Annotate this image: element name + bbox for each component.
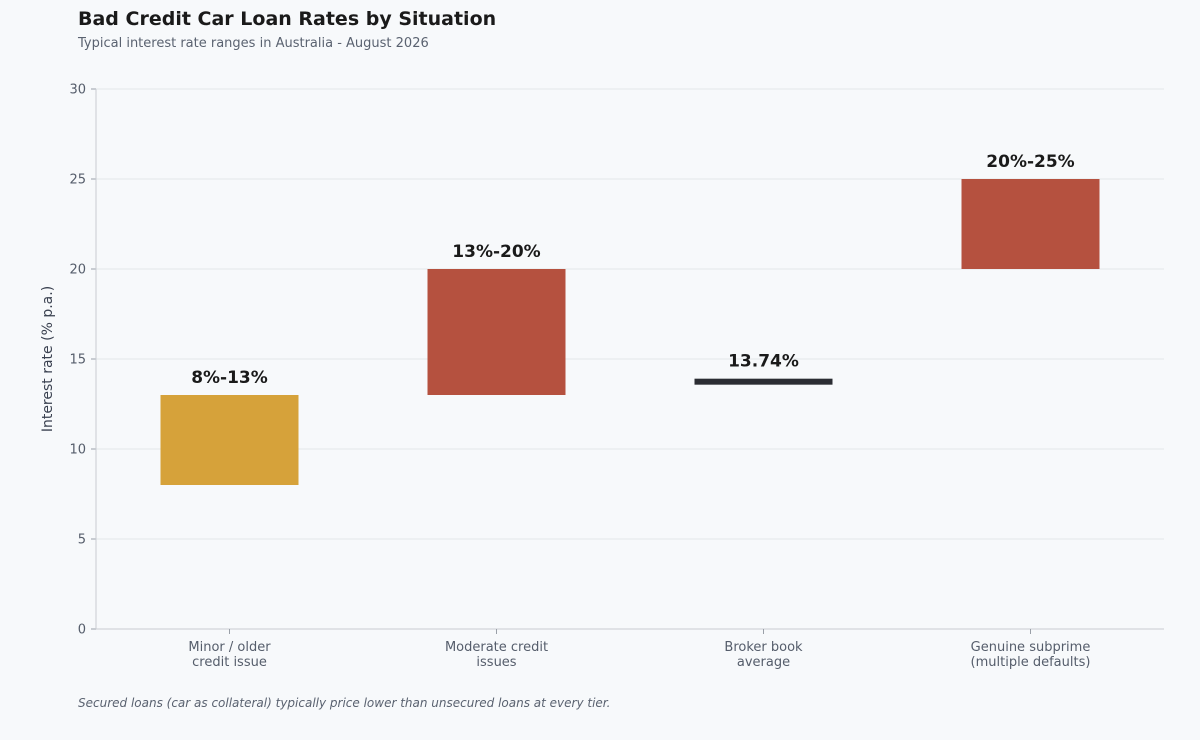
range-bar (961, 179, 1100, 269)
range-bar (427, 269, 566, 395)
bar-value-label: 8%-13% (191, 368, 268, 388)
chart-title: Bad Credit Car Loan Rates by Situation (78, 8, 497, 30)
y-tick-label: 15 (69, 353, 86, 368)
bar-value-label: 13.74% (728, 352, 799, 372)
bar-value-label: 20%-25% (986, 152, 1074, 172)
labels: 8%-13% 13%-20% 13.74% 20%-25% (191, 152, 1075, 388)
footnote: Secured loans (car as collateral) typica… (78, 696, 611, 710)
y-tick-label: 5 (78, 533, 86, 548)
y-tick-label: 25 (69, 173, 86, 188)
axes: 0 5 10 15 20 25 30 Interest rate (% p.a.) Minor … (40, 83, 1164, 670)
x-category-label: Broker book average (724, 640, 803, 670)
range-bar (694, 378, 833, 385)
x-category-label: Genuine subprime (multiple defaults) (971, 640, 1091, 670)
y-tick-label: 0 (78, 623, 86, 638)
y-tick-label: 30 (69, 83, 86, 98)
y-axis-title: Interest rate (% p.a.) (40, 286, 56, 432)
y-tick-label: 10 (69, 443, 86, 458)
chart-subtitle: Typical interest rate ranges in Australi… (78, 36, 429, 51)
bar-value-label: 13%-20% (452, 242, 540, 262)
range-bar (160, 395, 299, 485)
x-category-label: Minor / older credit issue (188, 640, 271, 670)
y-tick-label: 20 (69, 263, 86, 278)
x-category-label: Moderate credit issues (445, 640, 548, 670)
bars (160, 179, 1100, 485)
